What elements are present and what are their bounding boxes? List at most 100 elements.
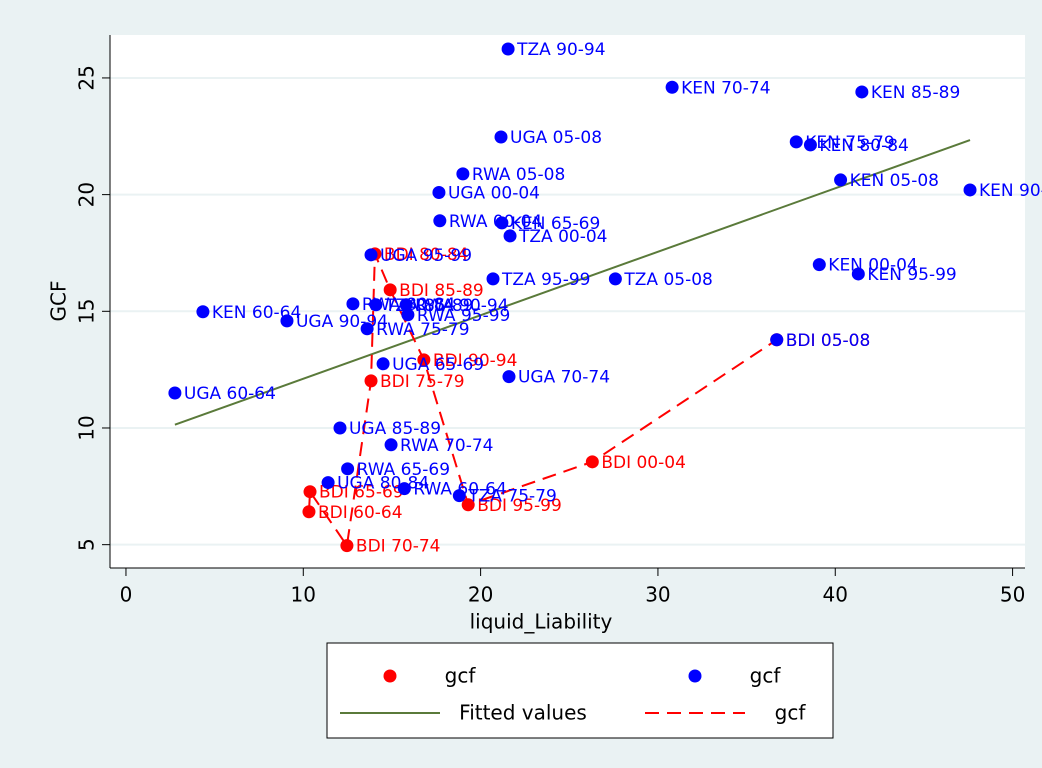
point (461, 498, 475, 512)
point (364, 248, 378, 262)
point-label: TZA 05-08 (623, 270, 712, 290)
point-label: BDI 75-79 (380, 372, 465, 392)
point-label: TZA 00-04 (518, 227, 607, 247)
point (456, 167, 470, 181)
point (608, 272, 622, 286)
point (851, 267, 865, 281)
point-label: KEN 75-79 (805, 133, 894, 153)
point (495, 216, 509, 230)
point-label: BDI 70-74 (356, 537, 441, 557)
point (433, 214, 447, 228)
point-label: UGA 95-99 (380, 246, 472, 266)
point (812, 258, 826, 272)
point (364, 374, 378, 388)
y-tick-label: 25 (75, 65, 99, 90)
point (401, 308, 415, 322)
x-tick-label: 40 (823, 583, 848, 607)
point (383, 283, 397, 297)
x-tick-label: 0 (120, 583, 133, 607)
x-tick-label: 10 (291, 583, 316, 607)
point-label: UGA 90-94 (296, 312, 388, 332)
y-tick-label: 15 (75, 299, 99, 324)
point-label: BDI 85-89 (399, 281, 484, 301)
point (834, 173, 848, 187)
point-label: RWA 70-74 (400, 436, 493, 456)
y-axis-title: GCF (47, 281, 71, 322)
point (346, 297, 360, 311)
legend-label: gcf (750, 664, 782, 688)
legend-marker (688, 669, 702, 683)
point (360, 322, 374, 336)
plot-area (110, 35, 1025, 568)
point (280, 314, 294, 328)
point-label: TZA 90-94 (516, 40, 605, 60)
point-label: TZA 95-99 (501, 270, 590, 290)
point-label: BDI 60-64 (318, 503, 403, 523)
legend-label: Fitted values (459, 701, 587, 725)
series-line (174, 139, 971, 426)
point-label: KEN 80-84 (819, 136, 908, 156)
point (333, 421, 347, 435)
x-axis-title: liquid_Liability (470, 610, 613, 634)
point (452, 489, 466, 503)
point-label: RWA 65-69 (357, 460, 450, 480)
point (302, 505, 316, 519)
point (340, 539, 354, 553)
series-line (307, 253, 778, 549)
point-label: KEN 60-64 (212, 303, 301, 323)
point-label: UGA 70-74 (518, 368, 610, 388)
point-label: KEN 70-74 (681, 78, 770, 98)
point (963, 183, 977, 197)
point-label: BDI 05-08 (786, 331, 871, 351)
point (502, 370, 516, 384)
point-label: KEN 05-08 (850, 171, 939, 191)
point (369, 298, 383, 312)
point (432, 186, 446, 200)
x-tick-label: 50 (1000, 583, 1025, 607)
point-label: UGA 60-64 (184, 384, 276, 404)
point (303, 485, 317, 499)
point-label: RWA 75-79 (376, 320, 469, 340)
point (501, 42, 515, 56)
point (486, 272, 500, 286)
point-label: UGA 05-08 (510, 128, 602, 148)
point-label: BDI 65-69 (319, 483, 404, 503)
legend-label: gcf (775, 701, 807, 725)
point (417, 353, 431, 367)
point (384, 438, 398, 452)
point (494, 130, 508, 144)
point-label: KEN 85-89 (871, 83, 960, 103)
point-label: KEN 90-94 (979, 181, 1042, 201)
point (196, 305, 210, 319)
point (399, 298, 413, 312)
point (803, 138, 817, 152)
legend-label: gcf (445, 664, 477, 688)
legend (326, 642, 834, 739)
point-label: BDI 00-04 (601, 453, 686, 473)
point-label: BDI 80-84 (384, 245, 469, 265)
point (789, 135, 803, 149)
point (770, 333, 784, 347)
point (341, 462, 355, 476)
point-label: RWA 95-99 (417, 306, 510, 326)
point (168, 386, 182, 400)
point (503, 229, 517, 243)
point-label: KEN 95-99 (867, 265, 956, 285)
point-label: BDI 90-94 (433, 351, 518, 371)
point (397, 482, 411, 496)
point (585, 455, 599, 469)
point (376, 357, 390, 371)
point-label: UGA 65-69 (392, 355, 484, 375)
legend-marker (383, 669, 397, 683)
point-label: BDI 05-08 (786, 331, 871, 351)
point-label: UGA 85-89 (349, 419, 441, 439)
y-tick-label: 20 (75, 182, 99, 207)
point-label: RWA 05-08 (472, 165, 565, 185)
point-label: BDI 95-99 (477, 496, 562, 516)
point (665, 80, 679, 94)
point-label: KEN 00-04 (828, 256, 917, 276)
x-tick-label: 20 (468, 583, 493, 607)
point (321, 476, 335, 490)
